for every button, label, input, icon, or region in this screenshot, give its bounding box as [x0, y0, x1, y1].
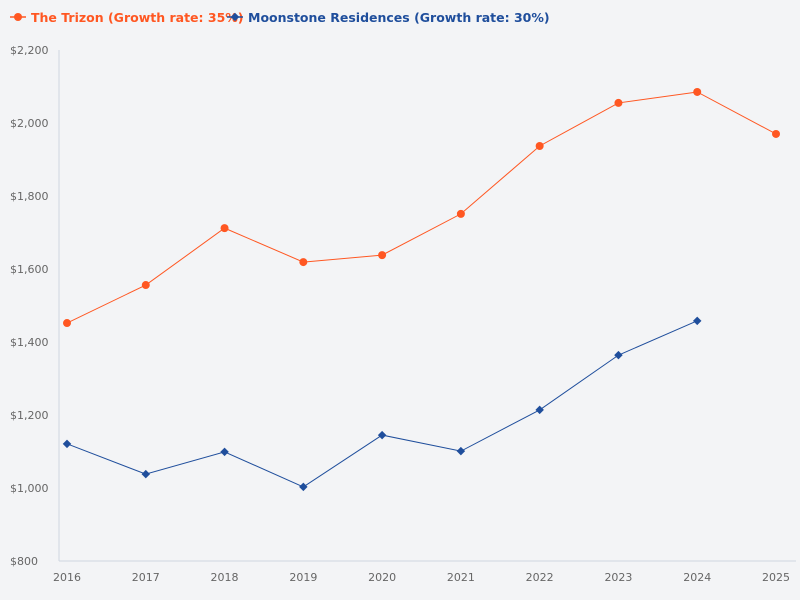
data-point [299, 258, 308, 267]
x-tick-label: 2022 [526, 571, 554, 584]
y-tick-label: $2,200 [10, 44, 49, 57]
series-1 [62, 316, 702, 492]
legend: The Trizon (Growth rate: 35%) Moonstone R… [10, 10, 550, 25]
x-tick-label: 2019 [289, 571, 317, 584]
data-point [141, 281, 150, 290]
series-line [66, 91, 777, 324]
x-tick-label: 2024 [683, 571, 711, 584]
data-point [299, 482, 308, 492]
data-point [614, 98, 623, 107]
legend-item: The Trizon (Growth rate: 35%) [10, 10, 244, 25]
data-point [535, 405, 544, 415]
data-point [772, 129, 780, 138]
x-tick-label: 2020 [368, 571, 396, 584]
data-point [614, 350, 623, 360]
data-point [141, 469, 151, 479]
legend-marker-icon [14, 13, 22, 21]
y-tick-label: $1,600 [10, 263, 49, 276]
series-0 [63, 87, 780, 328]
data-point [220, 447, 229, 457]
y-tick-label: $1,000 [10, 482, 49, 495]
data-point [693, 87, 702, 96]
x-tick-label: 2025 [762, 571, 790, 584]
data-point [63, 319, 71, 328]
y-tick-label: $2,000 [10, 117, 49, 130]
legend-label: The Trizon (Growth rate: 35%) [31, 10, 244, 25]
axes: $800 $1,000 $1,200 $1,400 $1,600 $1,800 $2,000… [10, 44, 796, 584]
legend-item: Moonstone Residences (Growth rate: 30%) [227, 10, 550, 25]
y-tick-label: $1,800 [10, 190, 49, 203]
y-tick-label: $800 [10, 555, 38, 568]
x-tick-label: 2018 [211, 571, 239, 584]
legend-label: Moonstone Residences (Growth rate: 30%) [248, 10, 550, 25]
y-tick-label: $1,200 [10, 409, 49, 422]
data-point [62, 439, 72, 449]
x-tick-label: 2016 [53, 571, 81, 584]
data-point [692, 316, 702, 326]
series-line [66, 320, 698, 488]
data-point [377, 430, 387, 440]
x-tick-label: 2021 [447, 571, 475, 584]
y-tick-label: $1,400 [10, 336, 49, 349]
data-point [535, 141, 544, 150]
x-tick-label: 2023 [604, 571, 632, 584]
data-point [378, 251, 387, 260]
x-tick-label: 2017 [132, 571, 160, 584]
data-point [456, 209, 465, 218]
data-point [456, 446, 466, 456]
series-group [62, 87, 780, 492]
data-point [220, 224, 229, 233]
